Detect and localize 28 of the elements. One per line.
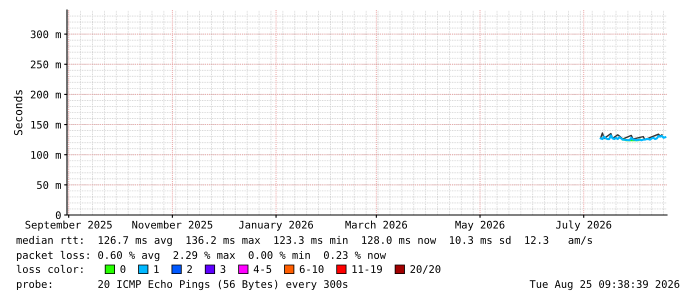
x-tick-label: July 2026 [556,220,612,231]
y-axis-title: Seconds [14,90,22,136]
y-tick-label: 0 [56,211,61,220]
legend-title: loss color: [16,264,82,274]
x-tick-label: January 2026 [238,220,314,231]
y-tick-label: 200 m [30,90,61,99]
y-tick-label: 50 m [37,181,61,189]
legend-label: 0 [120,265,126,274]
legend-label: 11-19 [352,265,382,274]
legend-label: 20/20 [410,265,440,274]
line-series [600,132,663,140]
x-tick-label: September 2025 [26,220,112,231]
y-tick-label: 250 m [30,60,61,68]
x-tick-label: May 2026 [455,220,504,231]
text: packet loss: 0.60 % avg 2.29 % max 0.00 % min 0.23 % now [16,250,386,262]
legend-label: 4-5 [254,265,272,274]
legend-label: 3 [220,265,226,274]
legend-label: 2 [187,265,192,273]
x-tick-label: March 2026 [345,220,408,229]
text: Tue Aug 25 09:38:39 2026 [530,280,680,290]
y-tick-label: 300 m [30,30,61,38]
text: median rtt: 126.7 ms avg 136.2 ms max 123.3 ms min 128.0 ms now 10.3 ms sd 12.3 am/s [16,236,592,246]
legend-label: 6-10 [300,265,324,274]
y-tick-label: 150 m [31,120,61,129]
y-tick-label: 100 m [31,150,61,159]
legend-label: 1 [154,265,159,273]
x-tick-label: November 2025 [132,220,212,229]
text: probe: 20 ICMP Echo Pings (56 Bytes) every 300s [16,280,348,290]
